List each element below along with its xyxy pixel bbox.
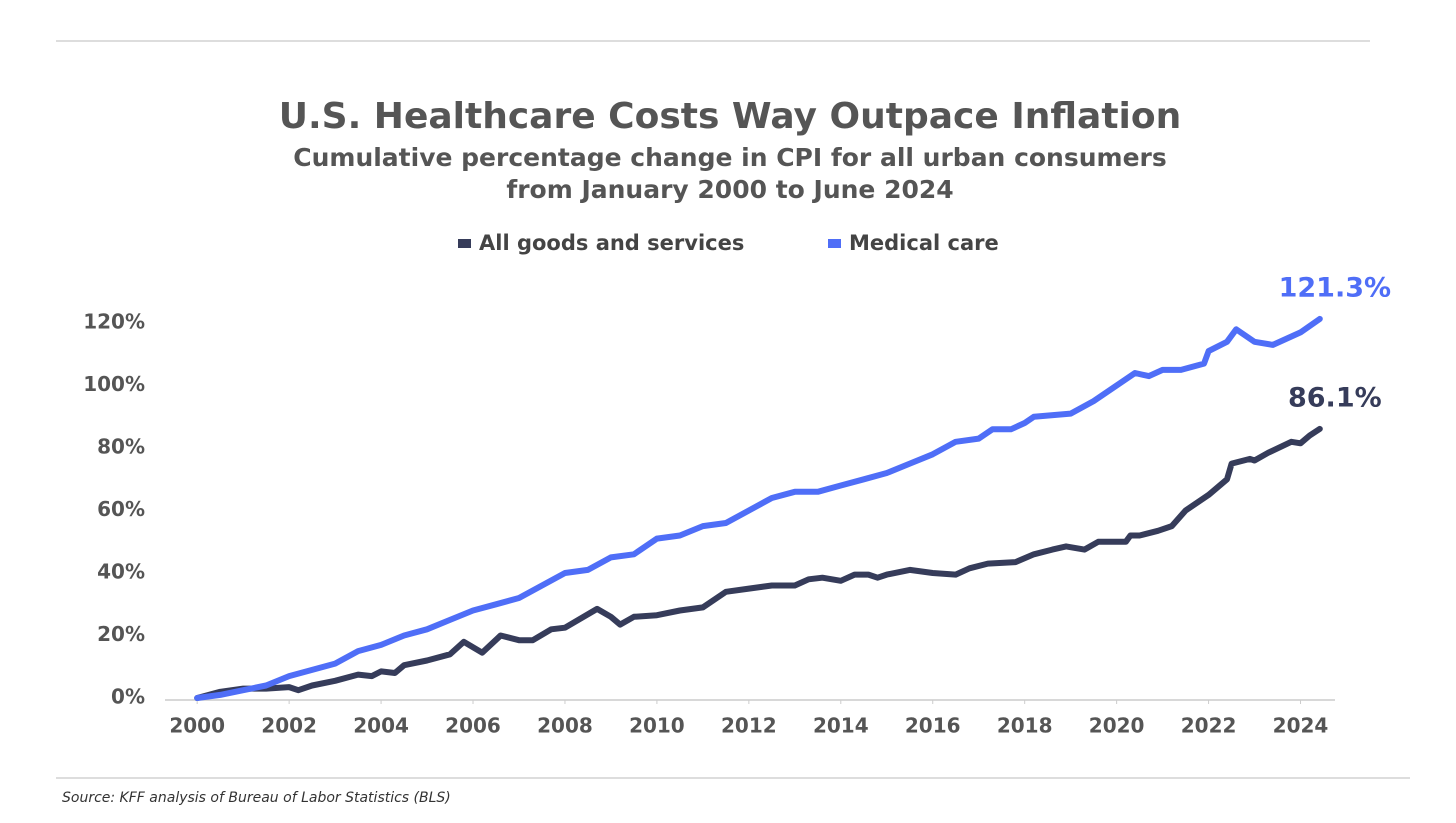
legend-swatch <box>828 239 841 248</box>
x-tick-label: 2010 <box>629 714 685 738</box>
x-tick-label: 2024 <box>1273 714 1329 738</box>
x-tick-label: 2008 <box>537 714 593 738</box>
x-tick-label: 2022 <box>1181 714 1237 738</box>
y-tick-label: 120% <box>83 310 145 334</box>
legend-label: Medical care <box>849 231 999 255</box>
x-tick-label: 2012 <box>721 714 777 738</box>
series-line <box>194 315 1323 701</box>
end-label: 121.3% <box>1279 272 1391 303</box>
chart-subtitle: from January 2000 to June 2024 <box>506 175 953 204</box>
x-tick-label: 2020 <box>1089 714 1145 738</box>
chart-subtitle: Cumulative percentage change in CPI for … <box>293 143 1167 172</box>
x-tick-label: 2004 <box>353 714 409 738</box>
y-tick-label: 40% <box>97 560 145 584</box>
legend-swatch <box>458 239 471 248</box>
end-label: 86.1% <box>1288 382 1382 413</box>
x-tick-label: 2018 <box>997 714 1053 738</box>
chart-title: U.S. Healthcare Costs Way Outpace Inflat… <box>279 96 1181 137</box>
x-tick-label: 2000 <box>169 714 225 738</box>
y-tick-label: 80% <box>97 435 145 459</box>
y-tick-label: 100% <box>83 372 145 396</box>
y-tick-label: 20% <box>97 622 145 646</box>
y-tick-label: 60% <box>97 497 145 521</box>
source-note: Source: KFF analysis of Bureau of Labor … <box>62 790 451 806</box>
x-tick-label: 2006 <box>445 714 501 738</box>
x-tick-label: 2014 <box>813 714 869 738</box>
x-tick-label: 2016 <box>905 714 961 738</box>
legend-label: All goods and services <box>479 231 744 255</box>
series-line <box>194 425 1323 701</box>
y-tick-label: 0% <box>111 685 145 709</box>
x-tick-label: 2002 <box>261 714 317 738</box>
